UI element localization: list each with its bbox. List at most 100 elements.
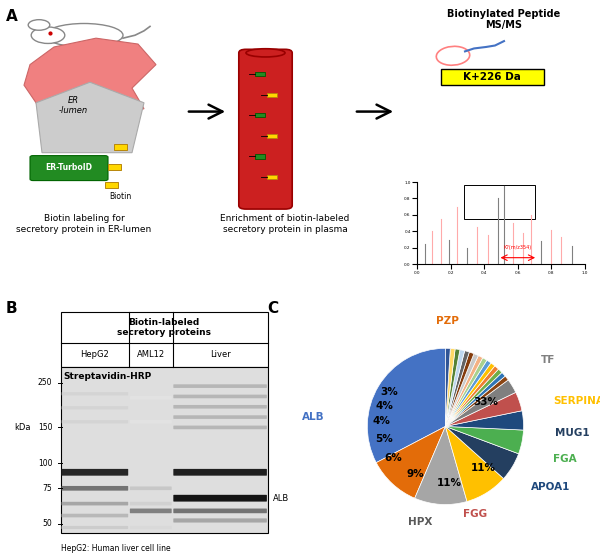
Wedge shape xyxy=(445,349,460,427)
FancyBboxPatch shape xyxy=(441,69,544,85)
FancyBboxPatch shape xyxy=(255,72,265,76)
FancyBboxPatch shape xyxy=(173,519,267,522)
FancyBboxPatch shape xyxy=(267,93,277,97)
Text: 50: 50 xyxy=(43,520,52,529)
Text: 100: 100 xyxy=(38,459,52,468)
Text: ER
-lumen: ER -lumen xyxy=(59,96,88,115)
FancyBboxPatch shape xyxy=(108,165,121,170)
FancyBboxPatch shape xyxy=(173,384,267,388)
Wedge shape xyxy=(445,380,516,427)
FancyBboxPatch shape xyxy=(255,114,265,117)
Ellipse shape xyxy=(45,23,123,47)
Wedge shape xyxy=(445,372,505,427)
FancyBboxPatch shape xyxy=(62,526,128,529)
Text: 75: 75 xyxy=(43,484,52,493)
Text: 150: 150 xyxy=(38,423,52,432)
Text: kDa: kDa xyxy=(14,423,31,432)
Text: MUG1: MUG1 xyxy=(555,428,589,438)
FancyArrowPatch shape xyxy=(357,105,391,119)
Ellipse shape xyxy=(246,49,285,57)
Text: HPX: HPX xyxy=(408,517,433,527)
FancyBboxPatch shape xyxy=(173,416,267,419)
FancyBboxPatch shape xyxy=(62,406,128,409)
Text: 9%: 9% xyxy=(407,469,424,479)
FancyBboxPatch shape xyxy=(255,155,265,158)
Text: APOA1: APOA1 xyxy=(532,483,571,493)
Wedge shape xyxy=(367,348,445,463)
Text: ALB: ALB xyxy=(273,494,289,502)
FancyBboxPatch shape xyxy=(62,392,128,396)
Wedge shape xyxy=(376,427,445,498)
Text: Biotin: Biotin xyxy=(109,192,131,201)
FancyBboxPatch shape xyxy=(173,405,267,409)
FancyBboxPatch shape xyxy=(130,509,172,513)
Text: PZP: PZP xyxy=(436,316,458,326)
FancyBboxPatch shape xyxy=(267,134,277,138)
Text: 250: 250 xyxy=(38,378,52,387)
Text: A: A xyxy=(6,9,18,24)
FancyBboxPatch shape xyxy=(62,514,128,517)
FancyBboxPatch shape xyxy=(114,144,127,150)
FancyBboxPatch shape xyxy=(173,425,267,429)
Text: FGG: FGG xyxy=(463,509,487,519)
Wedge shape xyxy=(445,356,483,427)
Text: 11%: 11% xyxy=(436,478,461,488)
Wedge shape xyxy=(445,392,522,427)
FancyBboxPatch shape xyxy=(267,175,277,179)
Polygon shape xyxy=(36,82,144,153)
FancyBboxPatch shape xyxy=(105,182,118,188)
Wedge shape xyxy=(445,358,487,427)
Wedge shape xyxy=(445,363,495,427)
Wedge shape xyxy=(445,348,450,427)
FancyBboxPatch shape xyxy=(62,420,128,423)
Text: 3%: 3% xyxy=(380,387,398,397)
Text: ALB: ALB xyxy=(302,412,325,422)
FancyBboxPatch shape xyxy=(239,49,292,209)
FancyBboxPatch shape xyxy=(30,156,108,181)
Text: K+226 Da: K+226 Da xyxy=(463,71,521,81)
Text: Streptavidin-HRP: Streptavidin-HRP xyxy=(64,372,152,381)
Wedge shape xyxy=(445,360,491,427)
Text: Mass spectrometry analysis for
biotin-labeled secretory protein: Mass spectrometry analysis for biotin-la… xyxy=(430,214,572,234)
Bar xyxy=(61,312,268,367)
Text: 4%: 4% xyxy=(373,417,391,427)
Text: FGA: FGA xyxy=(553,454,577,464)
Polygon shape xyxy=(24,38,156,124)
Text: ER-TurboID: ER-TurboID xyxy=(46,163,92,172)
FancyBboxPatch shape xyxy=(130,526,172,529)
Wedge shape xyxy=(445,352,474,427)
FancyBboxPatch shape xyxy=(130,486,172,490)
Circle shape xyxy=(28,20,50,30)
FancyBboxPatch shape xyxy=(130,396,172,399)
FancyBboxPatch shape xyxy=(173,495,267,501)
Text: C: C xyxy=(268,301,278,316)
Text: Biotin-labeled
secretory proteins: Biotin-labeled secretory proteins xyxy=(117,318,211,337)
Text: 4%: 4% xyxy=(376,401,394,411)
Text: TF: TF xyxy=(541,355,555,365)
Text: SERPINA3K: SERPINA3K xyxy=(553,397,600,407)
FancyBboxPatch shape xyxy=(62,486,128,491)
Wedge shape xyxy=(445,427,503,501)
Circle shape xyxy=(31,27,65,43)
Bar xyxy=(61,367,268,533)
Text: 11%: 11% xyxy=(471,463,496,473)
FancyBboxPatch shape xyxy=(173,394,267,398)
Wedge shape xyxy=(445,348,455,427)
Text: Biotinylated Peptide
MS/MS: Biotinylated Peptide MS/MS xyxy=(448,9,560,30)
Text: HepG2: Human liver cell line
AML12: Mouse liver cell line: HepG2: Human liver cell line AML12: Mous… xyxy=(61,543,170,554)
Wedge shape xyxy=(445,353,478,427)
Wedge shape xyxy=(445,350,464,427)
FancyBboxPatch shape xyxy=(173,469,267,476)
FancyBboxPatch shape xyxy=(62,502,128,505)
FancyBboxPatch shape xyxy=(130,420,172,423)
Text: AML12: AML12 xyxy=(137,350,165,360)
Text: 33%: 33% xyxy=(473,397,498,407)
Wedge shape xyxy=(445,366,499,427)
Text: HepG2: HepG2 xyxy=(80,350,109,360)
Wedge shape xyxy=(445,369,502,427)
Wedge shape xyxy=(445,411,524,430)
FancyBboxPatch shape xyxy=(130,502,172,505)
FancyBboxPatch shape xyxy=(173,509,267,513)
Text: B: B xyxy=(5,301,17,316)
Text: K?(m/z354): K?(m/z354) xyxy=(504,245,532,250)
